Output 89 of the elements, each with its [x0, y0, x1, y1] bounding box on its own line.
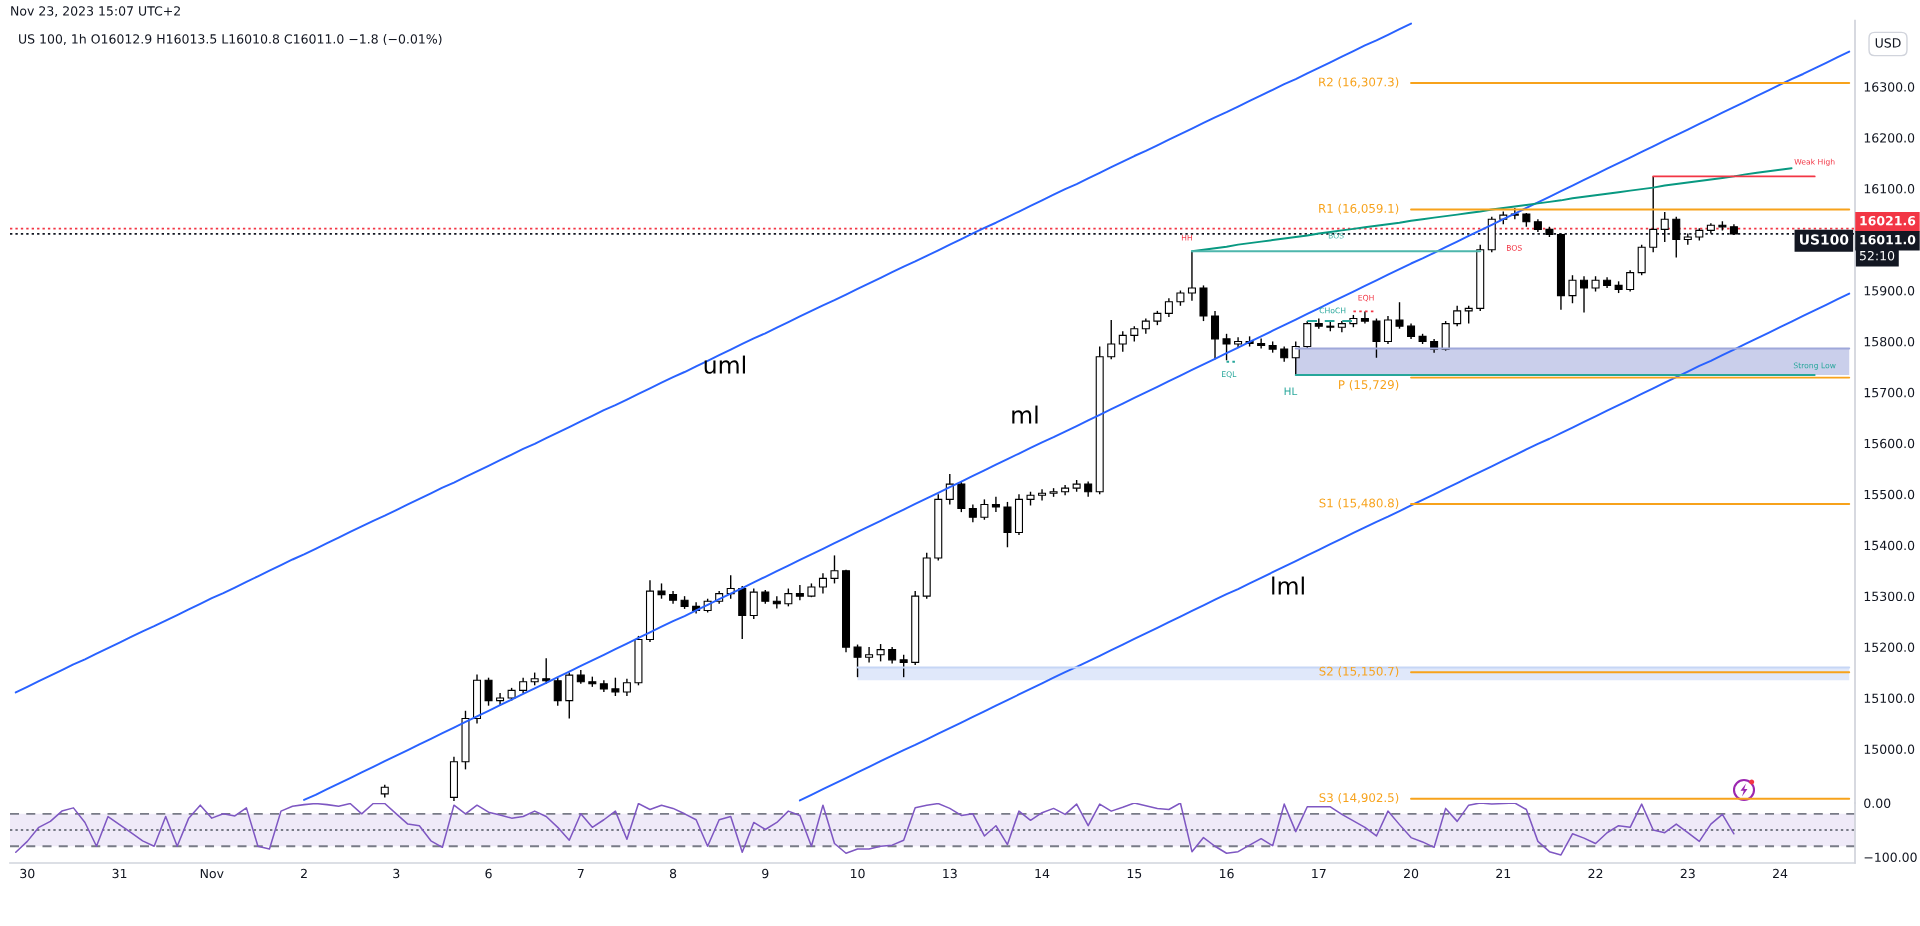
x-tick-label: 13 [943, 868, 957, 879]
ref-line-label: 16021.6 [1860, 215, 1916, 226]
candlestick [818, 572, 827, 595]
candlestick [1211, 310, 1220, 360]
y-tick-label: 15400.0 [1864, 540, 1915, 551]
x-tick-label: 8 [669, 868, 677, 879]
x-tick-label: 6 [485, 868, 492, 879]
text: 52:10 [1859, 250, 1895, 261]
y-tick-label: 15500.0 [1864, 489, 1915, 500]
candlestick [1383, 315, 1392, 345]
candlestick [980, 498, 989, 521]
x-tick-label: 21 [1496, 868, 1511, 879]
x-tick-label: 23 [1680, 868, 1695, 879]
x-tick-label: 3 [393, 868, 400, 879]
series-label: S3 (14,902.5) [1319, 792, 1399, 804]
text: Nov 23, 2023 15:07 UTC+2 [11, 6, 180, 17]
y-tick-label: 0.00 [1864, 798, 1891, 808]
candlestick [853, 643, 862, 678]
series-label: S1 (15,480.8) [1319, 498, 1399, 509]
ref-line-label: 16011.0 [1860, 234, 1916, 245]
candlestick [1360, 310, 1369, 325]
y-tick-label: 15600.0 [1864, 438, 1915, 449]
candlestick [1164, 297, 1173, 318]
line-series [14, 22, 1413, 694]
candlestick [484, 676, 493, 707]
x-tick-label: 9 [762, 868, 769, 879]
annotation: ml [1012, 405, 1038, 424]
candlestick [1580, 275, 1589, 314]
x-tick-label: 7 [577, 868, 584, 879]
y-tick-label: 15900.0 [1864, 285, 1915, 296]
annotation: uml [704, 355, 745, 374]
x-tick-label: 10 [850, 868, 865, 879]
series-label: S2 (15,150.7) [1319, 666, 1399, 678]
candlestick [542, 657, 551, 685]
series-label: R2 (16,307.3) [1319, 77, 1399, 88]
annotation: US100 [1800, 234, 1849, 245]
line-series [798, 292, 1851, 802]
candlestick [795, 584, 804, 601]
x-tick-label: 15 [1127, 868, 1142, 879]
annotation: HL [1284, 387, 1298, 396]
y-tick-label: 16300.0 [1864, 82, 1915, 92]
candlestick [1107, 319, 1116, 360]
x-tick-label: 16 [1219, 868, 1234, 879]
x-tick-label: 14 [1035, 868, 1050, 879]
candlestick [1453, 305, 1462, 327]
y-tick-label: 15700.0 [1864, 387, 1915, 398]
x-tick-label: 17 [1312, 868, 1326, 879]
y-tick-label: 16100.0 [1864, 184, 1915, 194]
candlestick [1395, 301, 1404, 330]
x-tick-label: 31 [112, 868, 127, 879]
candlestick [1660, 211, 1669, 243]
text: US 100, 1h O16012.9 H16013.5 L16010.8 C16011.0 −1.8 (−0.01%) [19, 33, 442, 46]
candlestick [945, 473, 954, 506]
candlestick [611, 676, 620, 697]
candlestick [1187, 250, 1196, 302]
candlestick [830, 554, 839, 585]
series-label: R1 (16,059.1) [1319, 203, 1399, 215]
candlestick [865, 646, 874, 664]
candlestick [749, 587, 758, 620]
series-label: P (15,729) [1339, 379, 1399, 391]
candlestick [553, 676, 562, 707]
x-tick-label: 20 [1404, 868, 1419, 879]
y-tick-label: 15000.0 [1864, 744, 1915, 754]
candlestick [1372, 317, 1381, 359]
candlestick [1303, 320, 1312, 350]
candlestick [1257, 337, 1266, 350]
y-tick-label: 15100.0 [1864, 693, 1915, 703]
x-tick-label: 30 [20, 868, 35, 879]
candlestick [1649, 175, 1658, 253]
x-tick-label: Nov [200, 868, 224, 879]
x-tick-label: 24 [1773, 868, 1788, 879]
y-tick-label: 16200.0 [1864, 133, 1915, 143]
candlestick [1672, 215, 1681, 259]
candlestick [1626, 269, 1635, 293]
y-tick-label: 15800.0 [1864, 336, 1915, 347]
x-tick-label: 22 [1588, 868, 1603, 879]
candlestick [1222, 333, 1231, 361]
candlestick [1038, 488, 1047, 502]
y-tick-label: 15300.0 [1864, 591, 1915, 602]
candlestick [899, 654, 908, 678]
line-series [15, 803, 1735, 856]
annotation: lml [1272, 576, 1304, 595]
x-tick-label: 2 [300, 868, 307, 879]
candlestick [1118, 330, 1127, 353]
candlestick [1568, 274, 1577, 304]
y-tick-label: 15200.0 [1864, 642, 1915, 653]
y-tick-label: −100.00 [1864, 852, 1917, 862]
text: USD [1875, 38, 1901, 48]
candlestick [991, 496, 1000, 513]
